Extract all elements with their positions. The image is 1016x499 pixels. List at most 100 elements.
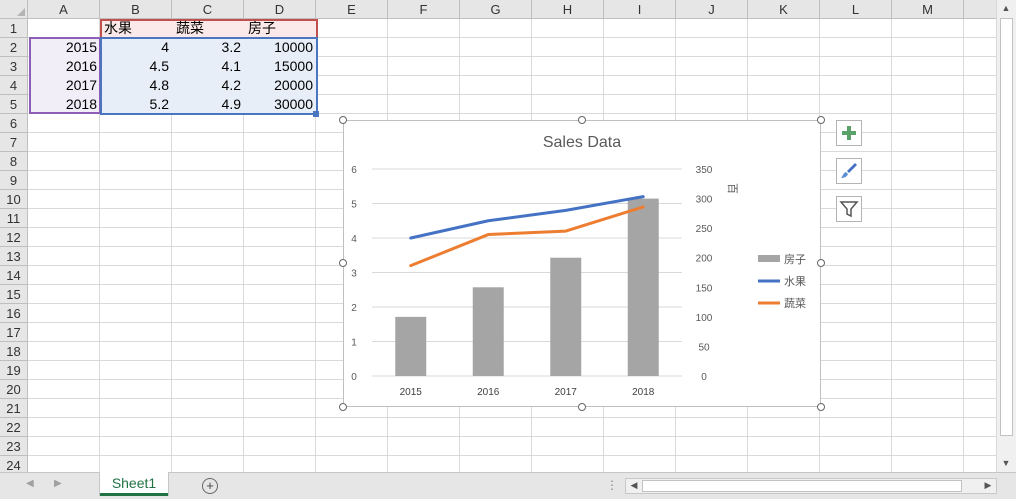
row-header-11[interactable]: 11 (0, 209, 28, 228)
sheet-tab-sheet1[interactable]: Sheet1 (100, 472, 168, 496)
more-options-icon[interactable]: ⋮ (606, 478, 618, 492)
category-range-highlight (29, 38, 100, 114)
vertical-scrollbar[interactable]: ▲ ▼ (996, 0, 1016, 472)
chart-area[interactable]: 0 1 2 3 4 5 6 0 50 100 150 200 250 300 350 2015 2016 20… (343, 120, 821, 407)
resize-handle-bottom-right[interactable] (817, 403, 825, 411)
resize-handle-top[interactable] (578, 116, 586, 124)
row-header-7[interactable]: 7 (0, 133, 28, 152)
horizontal-scroll-thumb[interactable] (642, 480, 962, 492)
horizontal-scrollbar[interactable]: ◀ ▶ (625, 478, 997, 494)
year-cell[interactable]: 2016 (65, 58, 97, 74)
row-header-23[interactable]: 23 (0, 437, 28, 456)
row-header-2[interactable]: 2 (0, 38, 28, 57)
year-cell[interactable]: 2018 (65, 96, 97, 112)
row-header-1[interactable]: 1 (0, 19, 28, 38)
line-series (409, 205, 645, 268)
prev-sheet-icon[interactable]: ◀ (26, 478, 34, 489)
range-resize-handle[interactable] (313, 111, 319, 117)
fruit-cell[interactable]: 4 (161, 39, 169, 55)
column-header-b[interactable]: B (100, 0, 172, 19)
row-header-22[interactable]: 22 (0, 418, 28, 437)
column-header-n[interactable] (964, 0, 996, 19)
line-series (409, 195, 645, 240)
resize-handle-top-left[interactable] (339, 116, 347, 124)
resize-handle-bottom-left[interactable] (339, 403, 347, 411)
column-header-c[interactable]: C (172, 0, 244, 19)
add-sheet-icon[interactable]: + (202, 478, 218, 494)
column-header-a[interactable]: A (28, 0, 100, 19)
row-header-14[interactable]: 14 (0, 266, 28, 285)
column-header-m[interactable]: M (892, 0, 964, 19)
row-header-5[interactable]: 5 (0, 95, 28, 114)
bar-2015 (395, 316, 427, 376)
fruit-cell[interactable]: 4.8 (149, 77, 169, 93)
row-header-13[interactable]: 13 (0, 247, 28, 266)
row-header-24[interactable]: 24 (0, 456, 28, 472)
column-header-g[interactable]: G (460, 0, 532, 19)
resize-handle-top-right[interactable] (817, 116, 825, 124)
row-header-17[interactable]: 17 (0, 323, 28, 342)
year-cell[interactable]: 2015 (65, 39, 97, 55)
house-cell[interactable]: 20000 (274, 77, 313, 93)
column-header-h[interactable]: H (532, 0, 604, 19)
resize-handle-right[interactable] (817, 259, 825, 267)
column-header-i[interactable]: I (604, 0, 676, 19)
scroll-down-arrow[interactable]: ▼ (1001, 458, 1011, 468)
x-axis-tick-label: 2016 (477, 387, 500, 398)
column-header-d[interactable]: D (244, 0, 316, 19)
legend-label: 水果 (784, 275, 806, 288)
row-header-8[interactable]: 8 (0, 152, 28, 171)
scroll-left-arrow[interactable]: ◀ (630, 480, 638, 490)
row-header-9[interactable]: 9 (0, 171, 28, 190)
column-header-j[interactable]: J (676, 0, 748, 19)
resize-handle-bottom[interactable] (578, 403, 586, 411)
vegetable-cell[interactable]: 4.1 (221, 58, 241, 74)
house-cell[interactable]: 30000 (274, 96, 313, 112)
header-cell-vegetable[interactable]: 蔬菜 (176, 20, 204, 36)
combo-chart[interactable]: 0 1 2 3 4 5 6 0 50 100 150 200 250 300 350 2015 2016 20… (344, 121, 820, 406)
vegetable-cell[interactable]: 4.9 (221, 96, 241, 112)
column-header-f[interactable]: F (388, 0, 460, 19)
row-header-10[interactable]: 10 (0, 190, 28, 209)
secondary-y-axis-tick-label: 100 (696, 313, 713, 324)
scroll-up-arrow[interactable]: ▲ (1001, 3, 1011, 13)
row-header-18[interactable]: 18 (0, 342, 28, 361)
y-axis-tick-label: 0 (351, 372, 357, 383)
row-header-20[interactable]: 20 (0, 380, 28, 399)
chart-filters-button[interactable] (836, 196, 862, 222)
row-header-3[interactable]: 3 (0, 57, 28, 76)
secondary-y-axis-tick-label: 0 (701, 372, 707, 383)
column-header-k[interactable]: K (748, 0, 820, 19)
secondary-axis-title[interactable]: 百 (726, 183, 738, 194)
secondary-y-axis-tick-label: 250 (696, 224, 713, 235)
resize-handle-left[interactable] (339, 259, 347, 267)
header-cell-house[interactable]: 房子 (248, 20, 276, 36)
vertical-scroll-thumb[interactable] (1000, 18, 1013, 436)
row-header-15[interactable]: 15 (0, 285, 28, 304)
chart-title[interactable]: Sales Data (543, 134, 621, 151)
year-cell[interactable]: 2017 (65, 77, 97, 93)
fruit-cell[interactable]: 4.5 (149, 58, 169, 74)
chart-elements-button[interactable] (836, 120, 862, 146)
header-cell-fruit[interactable]: 水果 (104, 20, 132, 36)
select-all-corner[interactable] (0, 0, 28, 19)
row-header-21[interactable]: 21 (0, 399, 28, 418)
row-header-16[interactable]: 16 (0, 304, 28, 323)
house-cell[interactable]: 15000 (274, 58, 313, 74)
house-cell[interactable]: 10000 (274, 39, 313, 55)
column-header-e[interactable]: E (316, 0, 388, 19)
next-sheet-icon[interactable]: ▶ (54, 478, 62, 489)
row-header-6[interactable]: 6 (0, 114, 28, 133)
row-header-12[interactable]: 12 (0, 228, 28, 247)
row-header-4[interactable]: 4 (0, 76, 28, 95)
vegetable-cell[interactable]: 3.2 (221, 39, 241, 55)
x-axis-tick-label: 2018 (632, 387, 655, 398)
scroll-right-arrow[interactable]: ▶ (984, 480, 992, 490)
chart-styles-button[interactable] (836, 158, 862, 184)
column-header-l[interactable]: L (820, 0, 892, 19)
worksheet-grid[interactable]: A B C D E F G H I J K L M 1 2 3 4 5 6 7 … (0, 0, 996, 472)
row-header-19[interactable]: 19 (0, 361, 28, 380)
secondary-y-axis-tick-label: 150 (696, 283, 713, 294)
vegetable-cell[interactable]: 4.2 (221, 77, 241, 93)
fruit-cell[interactable]: 5.2 (149, 96, 169, 112)
